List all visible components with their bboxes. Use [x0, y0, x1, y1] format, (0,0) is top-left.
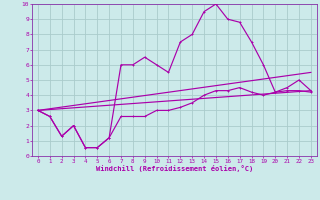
X-axis label: Windchill (Refroidissement éolien,°C): Windchill (Refroidissement éolien,°C) — [96, 165, 253, 172]
